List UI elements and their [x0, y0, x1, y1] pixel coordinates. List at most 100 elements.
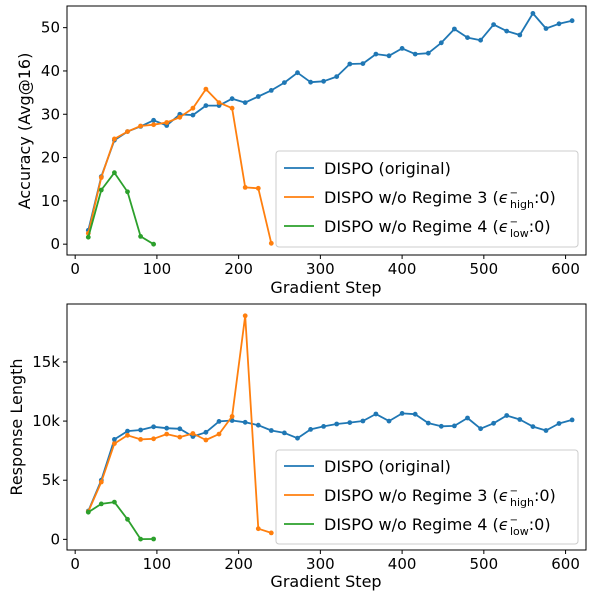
data-point: [295, 435, 300, 441]
legend-epsilon-sup: −: [510, 486, 518, 497]
legend-epsilon: ϵ: [499, 217, 509, 236]
data-point: [543, 428, 549, 433]
data-point: [216, 100, 222, 105]
legend-entry: DISPO w/o Regime 4 (ϵ− low:0): [284, 217, 551, 240]
x-tick-label: 500: [470, 555, 499, 573]
plot-frame: [66, 5, 587, 256]
data-point: [242, 185, 248, 190]
y-tick-label: 40: [41, 62, 60, 80]
x-tick-label: 400: [388, 555, 417, 573]
y-tick-label: 50: [41, 19, 60, 37]
data-point: [491, 420, 496, 426]
data-point: [334, 74, 340, 79]
data-point: [216, 419, 222, 424]
data-point: [360, 61, 366, 66]
data-point: [229, 414, 235, 419]
y-tick-label: 0: [50, 530, 60, 548]
data-point: [255, 422, 261, 428]
data-point: [295, 70, 300, 76]
legend-epsilon-sup: −: [510, 515, 518, 526]
y-tick-group: 0 5k 10k 15k: [32, 353, 67, 548]
legend: DISPO (original) DISPO w/o Regime 3 (ϵ− h…: [275, 150, 579, 248]
data-point: [399, 411, 405, 416]
data-point: [255, 94, 261, 99]
data-point: [543, 26, 549, 31]
data-point: [151, 536, 157, 542]
data-point: [138, 437, 144, 442]
data-point: [334, 421, 340, 427]
data-point: [190, 431, 196, 436]
data-point: [125, 129, 130, 135]
data-point: [125, 189, 130, 195]
data-point: [569, 417, 575, 423]
legend-label: DISPO w/o Regime 3 (ϵ− high:0): [324, 486, 556, 509]
data-point: [138, 536, 144, 542]
legend-epsilon-sub: high: [510, 496, 534, 509]
data-point: [164, 120, 170, 125]
series-line: [87, 501, 154, 540]
data-point: [373, 411, 379, 417]
data-point: [255, 185, 261, 191]
legend-epsilon-sub: high: [510, 198, 534, 211]
data-point: [216, 431, 222, 437]
series-line: [87, 171, 155, 245]
data-point: [112, 170, 117, 176]
legend-label-suffix: :0): [534, 188, 556, 207]
data-point: [229, 96, 235, 102]
data-point: [164, 425, 170, 431]
data-point: [151, 241, 157, 247]
legend-label-prefix: DISPO w/o Regime 4 (: [324, 515, 499, 534]
data-point: [517, 32, 523, 38]
data-point: [504, 28, 510, 34]
data-point: [347, 61, 353, 67]
data-point: [399, 46, 405, 51]
y-tick-label: 10k: [32, 412, 60, 430]
data-point: [478, 37, 483, 43]
data-point: [203, 437, 209, 443]
data-point: [438, 40, 444, 46]
legend-entry: DISPO w/o Regime 3 (ϵ− high:0): [284, 188, 556, 211]
legend-entry: DISPO w/o Regime 4 (ϵ− low:0): [284, 515, 551, 538]
legend-label: DISPO (original): [324, 457, 451, 476]
x-tick-label: 100: [143, 555, 172, 573]
y-tick-label: 30: [41, 105, 60, 123]
data-point: [125, 432, 130, 438]
data-point: [203, 86, 209, 92]
data-point: [386, 418, 392, 424]
data-point: [268, 240, 274, 246]
data-point: [517, 417, 523, 422]
data-point: [151, 117, 157, 123]
data-point: [177, 426, 183, 432]
data-point: [282, 80, 287, 85]
data-point: [321, 78, 326, 84]
legend-entry: DISPO (original): [284, 159, 451, 178]
legend-label-prefix: DISPO w/o Regime 3 (: [324, 188, 499, 207]
data-point: [177, 114, 183, 120]
data-point: [425, 50, 431, 56]
x-tick-group: 0 100 200 300 400 500 600: [70, 550, 580, 573]
x-tick-label: 300: [306, 555, 335, 573]
x-tick-label: 0: [70, 260, 80, 278]
data-point: [125, 516, 130, 522]
legend-label-suffix: :0): [529, 217, 551, 236]
data-point: [347, 420, 353, 425]
data-point: [112, 441, 117, 446]
data-point: [268, 428, 274, 433]
data-point: [556, 21, 562, 27]
legend-epsilon: ϵ: [499, 515, 509, 534]
legend-box: [275, 449, 579, 545]
y-tick-label: 10: [41, 192, 60, 210]
legend-epsilon: ϵ: [499, 486, 509, 505]
data-point: [164, 431, 170, 437]
series-layer: [85, 313, 575, 542]
data-point: [569, 18, 575, 24]
x-axis-label: Gradient Step: [270, 278, 381, 297]
data-point: [203, 103, 209, 108]
x-tick-label: 600: [551, 260, 580, 278]
legend-label: DISPO w/o Regime 4 (ϵ− low:0): [324, 515, 551, 538]
x-tick-label: 600: [551, 555, 580, 573]
x-tick-label: 0: [70, 555, 80, 573]
data-point: [85, 509, 91, 515]
data-point: [98, 501, 104, 507]
data-point: [242, 419, 248, 425]
